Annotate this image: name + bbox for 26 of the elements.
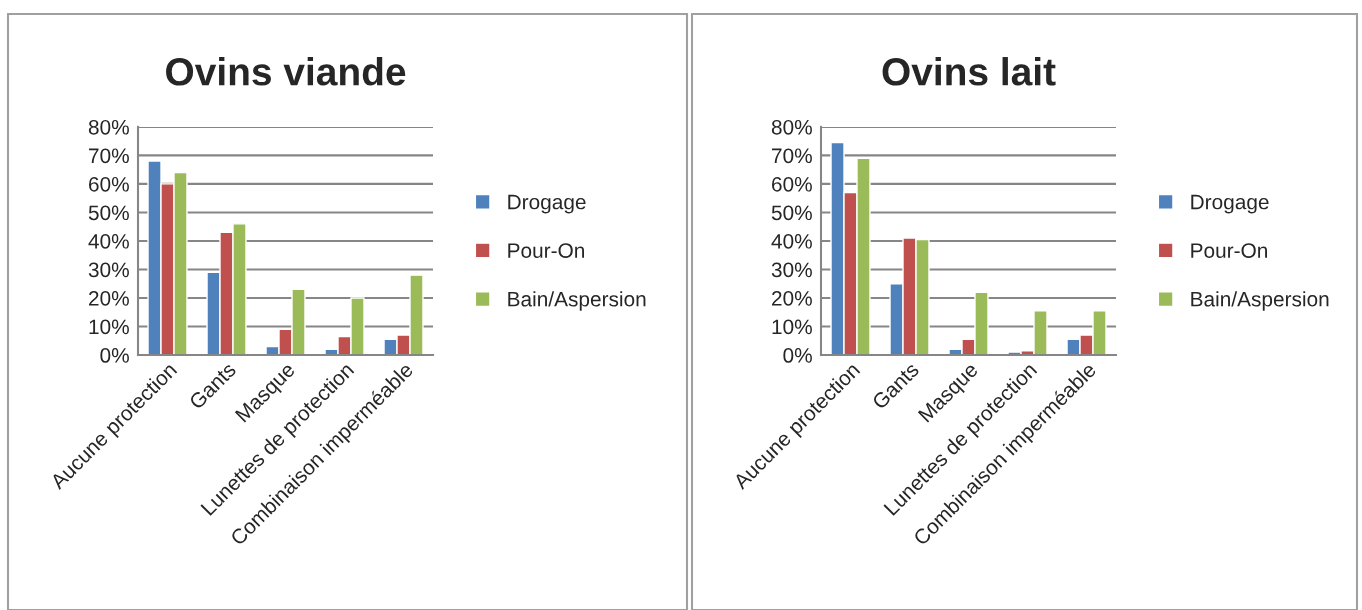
legend-label: Drogage <box>1191 194 1269 214</box>
y-tick-label: 70% <box>89 148 129 164</box>
y-tick-label: 20% <box>772 290 812 306</box>
y-tick-label: 10% <box>772 319 812 335</box>
y-tick-label: 80% <box>771 119 812 135</box>
y-tick-label: 70% <box>772 148 812 164</box>
chart-title: Ovins viande <box>166 57 406 86</box>
y-tick-label: 0% <box>783 348 812 363</box>
y-tick-label: 10% <box>89 319 129 335</box>
y-tick-label: 60% <box>772 176 812 192</box>
y-tick-label: 30% <box>771 262 812 278</box>
legend-label: Pour-On <box>508 243 584 258</box>
y-tick-label: 40% <box>771 233 812 249</box>
y-tick-label: 20% <box>89 290 129 306</box>
legend-label: Bain/Aspersion <box>1191 291 1329 311</box>
y-tick-label: 60% <box>89 176 129 192</box>
legend-label: Bain/Aspersion <box>508 291 646 311</box>
legend-label: Pour-On <box>1191 243 1267 258</box>
y-tick-label: 30% <box>88 262 129 278</box>
y-tick-label: 80% <box>88 119 129 135</box>
chart-title: Ovins lait <box>882 57 1056 86</box>
y-tick-label: 50% <box>88 205 129 221</box>
y-tick-label: 50% <box>771 205 812 221</box>
y-tick-label: 40% <box>88 233 129 249</box>
legend-label: Drogage <box>508 194 586 214</box>
y-tick-label: 0% <box>100 348 129 363</box>
